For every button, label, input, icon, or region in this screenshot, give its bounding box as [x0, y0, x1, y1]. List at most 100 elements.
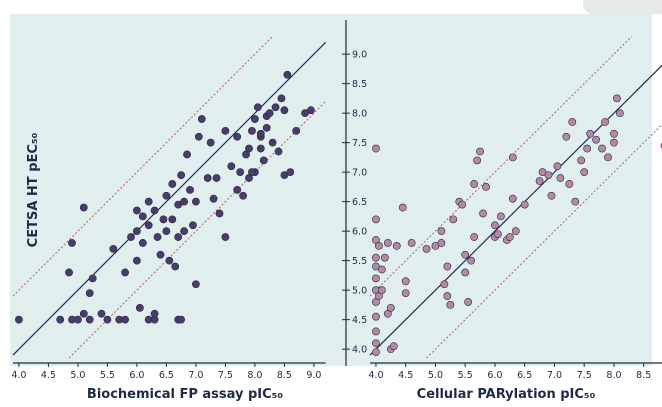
left-data-point	[253, 103, 262, 112]
left-data-point	[121, 268, 129, 277]
left-data-point	[280, 106, 289, 115]
right-data-point	[372, 215, 380, 224]
left-data-point	[171, 262, 180, 271]
right-data-point	[389, 342, 398, 351]
right-data-point	[440, 280, 449, 289]
right-data-point	[547, 191, 556, 200]
right-data-point	[562, 132, 571, 141]
right-data-point	[377, 286, 386, 295]
right-data-point	[508, 153, 517, 162]
right-data-point	[372, 327, 380, 336]
left-data-point	[97, 309, 106, 318]
y-tick-label: 7.0	[352, 168, 367, 179]
left-data-point	[150, 309, 159, 318]
left-data-point	[265, 109, 274, 118]
left-data-point	[227, 162, 236, 171]
left-data-point	[283, 70, 292, 79]
left-data-point	[203, 174, 212, 182]
y-tick-label: 9.0	[352, 50, 367, 61]
left-data-point	[79, 203, 88, 212]
right-data-point	[470, 233, 479, 241]
right-data-point	[401, 289, 410, 297]
right-data-point	[604, 153, 612, 162]
left-data-point	[221, 126, 230, 135]
right-data-point	[577, 156, 586, 165]
y-tick-label: 8.0	[352, 109, 367, 120]
left-identity-line	[12, 41, 327, 356]
right-data-point	[565, 180, 574, 188]
left-data-point	[286, 168, 295, 177]
left-data-point	[135, 303, 144, 312]
left-data-point	[177, 171, 186, 179]
left-data-point	[245, 144, 253, 153]
left-data-point	[259, 156, 268, 165]
left-data-point	[103, 315, 112, 324]
right-data-point	[553, 162, 562, 171]
left-data-point	[159, 215, 168, 224]
left-data-point	[144, 197, 153, 206]
left-data-point	[14, 315, 23, 324]
left-data-point	[236, 168, 245, 177]
left-data-point	[271, 103, 280, 112]
right-data-point	[592, 135, 600, 144]
left-data-point	[109, 244, 118, 253]
left-x-tick-label: 4.5	[41, 370, 56, 381]
left-data-point	[183, 150, 191, 159]
right-data-point	[580, 168, 589, 177]
y-tick-label: 6.0	[352, 227, 367, 238]
right-data-point	[446, 300, 455, 309]
right-data-point	[437, 239, 446, 247]
left-data-point	[277, 94, 286, 103]
right-data-point	[398, 203, 407, 212]
right-data-point	[535, 177, 544, 185]
right-data-point	[571, 197, 580, 206]
left-data-point	[209, 194, 218, 203]
left-data-point	[150, 206, 159, 215]
left-data-point	[162, 191, 171, 200]
right-data-point	[544, 171, 553, 179]
right-data-point	[377, 265, 386, 274]
right-data-point	[401, 277, 410, 286]
right-data-point	[461, 250, 470, 259]
left-data-point	[233, 132, 242, 141]
right-data-point	[383, 239, 392, 247]
right-x-tick-label: 5.5	[458, 370, 473, 381]
left-data-point	[250, 115, 259, 123]
right-x-tick-label: 7.0	[547, 370, 562, 381]
right-data-point	[505, 233, 514, 241]
left-x-axis-label: Biochemical FP assay pIC₅₀	[87, 387, 283, 402]
left-data-point	[268, 138, 277, 147]
left-x-tick-label: 6.5	[159, 370, 174, 381]
left-data-point	[307, 106, 315, 115]
left-data-point	[256, 144, 265, 153]
right-data-point	[380, 253, 389, 262]
right-data-point	[449, 215, 458, 224]
right-lower-band-line	[426, 123, 662, 359]
left-data-point	[215, 209, 224, 218]
right-data-point	[479, 209, 487, 218]
right-data-point	[613, 94, 621, 103]
right-data-point	[372, 144, 380, 153]
right-data-point	[443, 262, 452, 271]
right-data-point	[494, 230, 502, 238]
left-data-point	[85, 289, 94, 297]
left-data-point	[165, 256, 174, 265]
left-data-point	[239, 191, 247, 200]
left-data-point	[68, 239, 76, 247]
left-data-point	[292, 126, 301, 135]
left-data-point	[168, 180, 177, 188]
left-data-point	[138, 239, 147, 247]
left-x-tick-label: 8.0	[247, 370, 262, 381]
left-data-point	[189, 221, 197, 230]
y-tick-label: 4.0	[352, 345, 367, 356]
left-data-point	[127, 233, 135, 241]
window-corner-tab	[583, 0, 662, 14]
y-tick-label: 8.5	[352, 79, 367, 90]
left-data-point	[180, 197, 188, 206]
right-data-point	[372, 339, 380, 348]
right-x-tick-label: 4.5	[398, 370, 413, 381]
left-x-tick-label: 9.0	[306, 370, 321, 381]
left-data-point	[180, 227, 188, 236]
right-data-point	[586, 129, 595, 138]
left-data-point	[191, 280, 200, 289]
